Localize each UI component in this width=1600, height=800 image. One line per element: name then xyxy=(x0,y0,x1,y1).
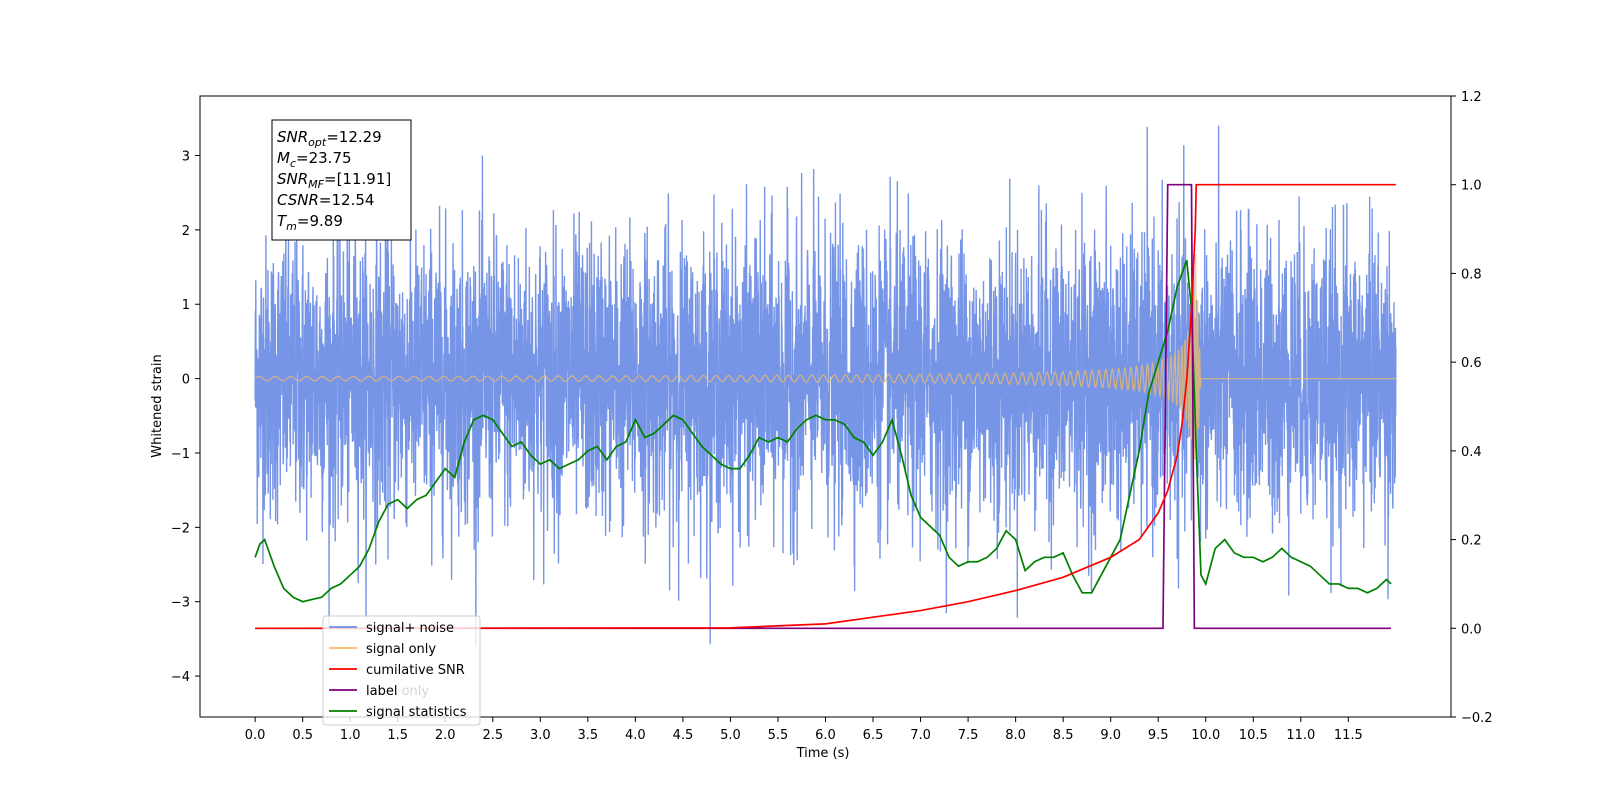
series-signal-only xyxy=(254,254,1396,471)
legend-label: signal statistics xyxy=(366,705,467,720)
series-cumulative-snr xyxy=(255,183,1396,630)
x-tick-label: 9.5 xyxy=(1148,728,1169,743)
annotation-symbol: SNR xyxy=(277,128,308,146)
annotation-line: SNRMF=[11.91] xyxy=(277,170,391,191)
annotation-line: Tm=9.89 xyxy=(277,212,343,233)
x-tick-label: 8.5 xyxy=(1053,728,1074,743)
annotation-line: SNRopt=12.29 xyxy=(277,128,382,149)
y-right-tick-label: 0.6 xyxy=(1461,356,1482,371)
y-axis-right: 1.2 1.0 0.8 0.6 0.4 0.2 0.0 −0.2 xyxy=(1451,90,1493,726)
x-tick-label: 7.5 xyxy=(958,728,979,743)
y-left-tick-label: 0 xyxy=(182,373,190,388)
x-tick-label: 4.0 xyxy=(625,728,646,743)
y-left-tick-label: −2 xyxy=(171,521,190,536)
annotation-symbol: T xyxy=(277,212,288,230)
x-axis-label: Time (s) xyxy=(796,746,850,761)
annotation-value: =[11.91] xyxy=(324,170,391,188)
annotation-box: SNRopt=12.29Mc=23.75SNRMF=[11.91]CSNR=12… xyxy=(271,119,412,241)
y-axis-left: 3 2 1 0 −1 −2 −3 −4 xyxy=(171,149,200,685)
y-right-tick-label: 0.4 xyxy=(1461,445,1482,460)
annotation-symbol: CSNR xyxy=(277,191,319,209)
y-right-tick-label: 0.8 xyxy=(1461,267,1482,282)
x-tick-label: 5.5 xyxy=(768,728,789,743)
annotation-subscript: c xyxy=(290,157,296,170)
x-tick-label: 6.5 xyxy=(863,728,884,743)
legend-label: signal+ noise xyxy=(366,621,454,636)
annotation-line: Mc=23.75 xyxy=(277,149,352,170)
x-axis: 0.0 0.5 1.0 1.5 2.0 2.5 3.0 3.5 4.0 4.5 5.0 5.5 6.0 6… xyxy=(245,717,1363,743)
x-tick-label: 3.5 xyxy=(578,728,599,743)
series-layer xyxy=(254,125,1397,647)
y-right-tick-label: −0.2 xyxy=(1461,711,1493,726)
legend-hidden-entry: label only xyxy=(366,684,429,699)
y-right-tick-label: 0.2 xyxy=(1461,534,1482,549)
x-tick-label: 3.0 xyxy=(530,728,551,743)
annotation-subscript: MF xyxy=(308,178,324,191)
y-axis-label: Whitened strain xyxy=(150,354,165,457)
annotation-subscript: opt xyxy=(308,136,327,149)
annotation-frame xyxy=(271,119,412,241)
legend-label: signal only xyxy=(366,642,436,657)
annotation-value: =9.89 xyxy=(297,212,343,230)
legend-label: label xyxy=(366,684,397,699)
x-tick-label: 9.0 xyxy=(1100,728,1121,743)
x-tick-label: 2.0 xyxy=(435,728,456,743)
y-left-tick-label: −3 xyxy=(171,596,190,611)
annotation-value: =12.54 xyxy=(319,191,375,209)
legend-frame xyxy=(322,615,481,726)
annotation-value: =12.29 xyxy=(326,128,382,146)
legend: label only signal+ noise signal only cumila… xyxy=(322,615,481,726)
y-right-tick-label: 1.2 xyxy=(1461,90,1482,105)
x-tick-label: 1.5 xyxy=(387,728,408,743)
y-right-tick-label: 0.0 xyxy=(1461,622,1482,637)
x-tick-label: 2.5 xyxy=(482,728,503,743)
series-signal-noise xyxy=(254,125,1397,647)
annotation-subscript: m xyxy=(286,220,297,233)
x-tick-label: 11.0 xyxy=(1286,728,1315,743)
series-signal-statistics xyxy=(254,259,1392,603)
x-tick-label: 0.5 xyxy=(292,728,313,743)
y-left-tick-label: −1 xyxy=(171,447,190,462)
y-left-tick-label: −4 xyxy=(171,670,190,685)
x-tick-label: 6.0 xyxy=(815,728,836,743)
x-tick-label: 5.0 xyxy=(720,728,741,743)
x-tick-label: 10.0 xyxy=(1191,728,1220,743)
x-tick-label: 11.5 xyxy=(1334,728,1363,743)
series-label xyxy=(255,183,1392,630)
annotation-line: CSNR=12.54 xyxy=(277,191,374,209)
y-left-tick-label: 3 xyxy=(182,149,190,164)
y-left-tick-label: 1 xyxy=(182,298,190,313)
annotation-value: =23.75 xyxy=(296,149,352,167)
x-tick-label: 10.5 xyxy=(1239,728,1268,743)
legend-label: cumilative SNR xyxy=(366,663,465,678)
annotation-symbol: SNR xyxy=(277,170,308,188)
x-tick-label: 8.0 xyxy=(1005,728,1026,743)
y-right-tick-label: 1.0 xyxy=(1461,179,1482,194)
y-left-tick-label: 2 xyxy=(182,224,190,239)
x-tick-label: 1.0 xyxy=(340,728,361,743)
x-tick-label: 7.0 xyxy=(910,728,931,743)
x-tick-label: 4.5 xyxy=(673,728,694,743)
x-tick-label: 0.0 xyxy=(245,728,266,743)
annotation-symbol: M xyxy=(277,149,290,167)
